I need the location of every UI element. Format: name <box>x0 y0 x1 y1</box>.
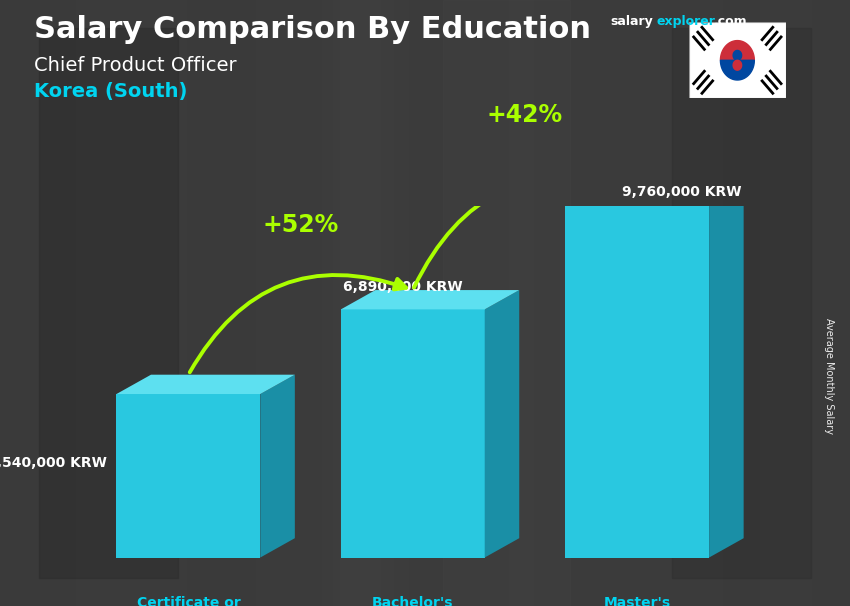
Bar <box>607 0 677 606</box>
Polygon shape <box>734 61 741 70</box>
Bar <box>460 0 639 606</box>
Bar <box>86 0 167 606</box>
Text: explorer: explorer <box>656 15 715 28</box>
Polygon shape <box>260 375 295 558</box>
Bar <box>42 0 191 606</box>
Bar <box>657 0 812 606</box>
Polygon shape <box>116 375 295 394</box>
Bar <box>181 0 388 606</box>
Text: +52%: +52% <box>263 213 338 238</box>
Bar <box>122 0 225 606</box>
Bar <box>632 0 672 606</box>
Bar <box>442 0 666 606</box>
Bar <box>347 0 514 606</box>
Text: Korea (South): Korea (South) <box>34 82 187 101</box>
Bar <box>782 0 812 606</box>
Bar <box>782 0 812 606</box>
Text: Certificate or
Diploma: Certificate or Diploma <box>137 596 241 606</box>
Bar <box>324 0 384 606</box>
Text: Average Monthly Salary: Average Monthly Salary <box>824 318 834 434</box>
Polygon shape <box>565 206 709 558</box>
Text: Master's
Degree: Master's Degree <box>604 596 671 606</box>
Text: 6,890,000 KRW: 6,890,000 KRW <box>343 279 463 293</box>
Text: Chief Product Officer: Chief Product Officer <box>34 56 236 75</box>
Polygon shape <box>721 61 754 80</box>
Text: 9,760,000 KRW: 9,760,000 KRW <box>621 185 741 199</box>
Bar <box>399 0 448 606</box>
Polygon shape <box>341 310 484 558</box>
Polygon shape <box>341 290 519 310</box>
Bar <box>658 0 811 606</box>
Polygon shape <box>721 41 754 61</box>
Bar <box>235 0 376 606</box>
Polygon shape <box>484 290 519 558</box>
Text: Bachelor's
Degree: Bachelor's Degree <box>372 596 454 606</box>
Polygon shape <box>688 22 786 98</box>
Bar <box>711 0 785 606</box>
Text: .com: .com <box>714 15 748 28</box>
Text: +42%: +42% <box>487 104 563 127</box>
Polygon shape <box>709 187 744 558</box>
Polygon shape <box>565 187 744 206</box>
Text: 4,540,000 KRW: 4,540,000 KRW <box>0 456 107 470</box>
FancyArrowPatch shape <box>190 275 406 372</box>
Polygon shape <box>734 50 741 60</box>
Text: salary: salary <box>610 15 653 28</box>
Polygon shape <box>116 394 260 558</box>
FancyArrowPatch shape <box>414 176 631 288</box>
Bar <box>401 0 447 606</box>
Bar <box>187 0 415 606</box>
Text: Salary Comparison By Education: Salary Comparison By Education <box>34 15 591 44</box>
Bar <box>97 0 236 606</box>
